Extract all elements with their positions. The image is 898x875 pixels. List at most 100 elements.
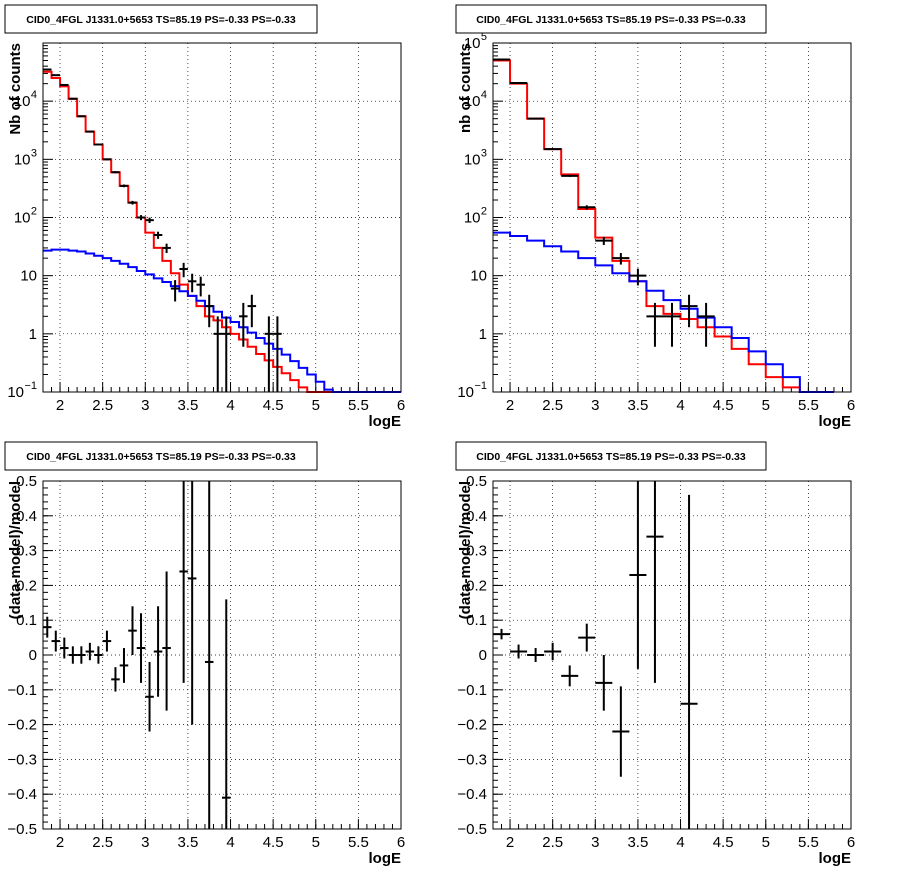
data-point — [629, 481, 647, 669]
data-point — [264, 316, 274, 392]
x-tick-label: 5.5 — [348, 834, 369, 851]
y-tick-label: 10 — [464, 210, 481, 227]
y-tick-label: −0.5 — [457, 821, 487, 838]
y-tick-label: −0.2 — [457, 717, 487, 734]
x-tick-label: 4.5 — [713, 834, 734, 851]
data-point — [663, 302, 681, 347]
y-tick-label: 0.2 — [16, 577, 37, 594]
x-tick-label: 3.5 — [627, 397, 648, 414]
data-point — [60, 637, 69, 659]
x-axis-title: logE — [819, 413, 852, 430]
x-tick-label: 5 — [762, 834, 770, 851]
x-tick-label: 2 — [506, 397, 514, 414]
data-points — [493, 481, 698, 829]
y-tick-label-exponent: 5 — [481, 31, 487, 43]
y-tick-label: 0.3 — [16, 543, 37, 560]
y-tick-label: 10 — [7, 384, 24, 401]
x-tick-label: 4 — [226, 397, 234, 414]
histogram-series-line — [43, 70, 401, 393]
data-points — [43, 481, 231, 829]
x-tick-label: 6 — [847, 397, 855, 414]
x-tick-label: 5.5 — [348, 397, 369, 414]
x-tick-label: 2 — [56, 834, 64, 851]
chart-panel-3: 2 2.5 3 3.5 4 4.5 5 5.5 6 −0.5 −0.4 −0.3 −0.2 −0.1 0 0.… — [4, 441, 405, 867]
data-point — [77, 115, 86, 118]
data-point — [527, 648, 545, 662]
y-tick-labels: −0.5 −0.4 −0.3 −0.2 −0.1 0 0.1 0.2 0.3 0.4 0.5 — [457, 473, 503, 838]
data-point — [680, 494, 698, 829]
x-tick-labels: 2 2.5 3 3.5 4 4.5 5 5.5 6 — [56, 819, 405, 851]
y-tick-label: −0.4 — [7, 786, 37, 803]
data-point — [273, 316, 282, 392]
y-tick-label: 0.4 — [466, 508, 487, 525]
data-point — [595, 655, 613, 711]
data-point — [544, 148, 562, 151]
data-point — [145, 217, 154, 223]
x-tick-label: 4 — [676, 834, 684, 851]
data-point — [162, 571, 171, 711]
title-box — [4, 4, 318, 34]
data-point — [85, 130, 95, 133]
y-tick-label: −0.5 — [7, 821, 37, 838]
data-point — [646, 302, 664, 347]
chart-title: CID0_4FGL J1331.0+5653 TS=85.19 PS=-0.33… — [26, 451, 296, 463]
y-axis-title: (data-model)/model — [7, 481, 24, 619]
data-point — [102, 158, 112, 161]
x-tick-label: 3 — [591, 834, 599, 851]
x-tick-label: 5 — [762, 397, 770, 414]
data-point — [527, 117, 545, 120]
title-box — [455, 441, 767, 471]
x-axis-title: logE — [369, 413, 402, 430]
data-point — [162, 243, 171, 254]
y-tick-label: 0 — [29, 647, 37, 664]
y-tick-label: 10 — [20, 268, 37, 285]
y-tick-label: −0.3 — [7, 751, 37, 768]
x-tick-label: 5.5 — [798, 834, 819, 851]
x-tick-label: 4.5 — [263, 397, 284, 414]
x-tick-labels: 2 2.5 3 3.5 4 4.5 5 5.5 6 — [506, 382, 855, 414]
y-tick-label: −0.1 — [457, 682, 487, 699]
x-tick-label: 4 — [676, 397, 684, 414]
y-tick-label: 10 — [464, 93, 481, 110]
data-point — [612, 253, 630, 265]
x-tick-label: 2.5 — [92, 834, 113, 851]
y-axis-title: nb of counts — [457, 43, 474, 133]
y-tick-label: −0.4 — [457, 786, 487, 803]
data-point — [578, 205, 596, 210]
grid-lines — [493, 481, 851, 829]
histogram-series-line — [493, 59, 834, 393]
y-axis-title: Nb of counts — [7, 43, 24, 135]
y-tick-label-exponent: 2 — [31, 206, 37, 218]
x-tick-label: 2 — [56, 397, 64, 414]
data-point — [128, 200, 137, 205]
y-tick-label: 10 — [14, 93, 31, 110]
data-point — [77, 646, 86, 664]
data-point — [646, 481, 664, 683]
data-point — [153, 606, 163, 697]
data-point — [136, 215, 146, 221]
x-tick-label: 3 — [591, 397, 599, 414]
y-tick-label: 0.5 — [466, 473, 487, 490]
x-tick-label: 4 — [226, 834, 234, 851]
plot-frame — [492, 42, 852, 393]
data-point — [247, 294, 257, 328]
data-point — [204, 294, 214, 328]
y-tick-label: 0.2 — [466, 577, 487, 594]
data-point — [239, 302, 248, 347]
title-box — [4, 441, 318, 471]
x-tick-label: 3.5 — [177, 834, 198, 851]
data-point — [612, 686, 630, 777]
x-axis-title: logE — [369, 850, 402, 867]
data-point — [119, 648, 129, 683]
x-tick-label: 2 — [506, 834, 514, 851]
data-point — [119, 184, 129, 188]
x-tick-labels: 2 2.5 3 3.5 4 4.5 5 5.5 6 — [56, 382, 405, 414]
y-tick-label: 0.1 — [16, 612, 37, 629]
title-box — [455, 4, 767, 34]
data-point — [68, 646, 78, 664]
y-tick-label: 0.5 — [16, 473, 37, 490]
